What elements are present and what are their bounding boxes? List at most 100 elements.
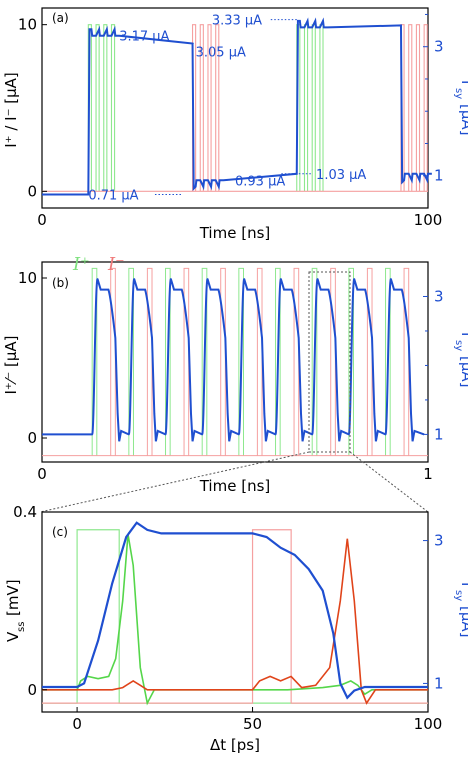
anno-label-4: 0.93 μA [235, 174, 285, 189]
b-im-pulse-7 [366, 267, 373, 456]
im-pulse-0-2 [207, 24, 212, 192]
b-im-pulse-4 [256, 267, 263, 456]
b-im-pulse-8 [403, 267, 410, 456]
b-ip-pulse-2 [165, 267, 171, 456]
im-pulse-1-1 [408, 24, 413, 192]
c-ytick-right-label-0: 1 [434, 674, 444, 692]
b-ip-pulse-3 [201, 267, 208, 456]
panel-a: 3.17 μA 3.05 μA 3.33 μA 0.71 μA 0.93 μA 1.03 … [2, 7, 468, 242]
ip-pulse-0-3 [110, 24, 116, 192]
b-ytick-label-0: 0 [27, 429, 37, 447]
ip-pulse-0-2 [103, 24, 108, 192]
c-ytick-label-1: 0.4 [13, 503, 37, 521]
zoom-connector-right [349, 451, 429, 513]
b-ip-pulse-0 [91, 267, 98, 456]
panel-a-annotations: 3.17 μA 3.05 μA 3.33 μA 0.71 μA 0.93 μA 1.03 … [88, 14, 366, 204]
b-im-pulse-5 [293, 267, 300, 456]
anno-label-0: 3.17 μA [119, 30, 169, 45]
ip-pulse-1-1 [303, 24, 309, 192]
panel-b-ylabel-right-main: I [458, 332, 468, 336]
panel-b-tag: (b) [52, 276, 69, 290]
a-xtick-label-1: 100 [414, 211, 443, 229]
b-xtick-label-1: 1 [423, 465, 433, 483]
b-ytick-right-label-1: 3 [434, 287, 444, 305]
panel-a-xlabel: Time [ns] [199, 224, 271, 242]
anno-label-5: 1.03 μA [316, 168, 366, 183]
b-ip-pulse-4 [238, 267, 244, 456]
b-im-pulse-3 [220, 267, 226, 456]
b-ip-pulse-1 [128, 267, 134, 456]
im-pulse-1-2 [415, 24, 421, 192]
im-pulse-0-1 [199, 24, 204, 192]
c-xtick-label-1: 50 [243, 715, 262, 733]
panel-c-ip-pulse [42, 529, 428, 704]
im-pulse-0-3 [215, 24, 220, 192]
panel-b-ylabel: I⁺⁄⁻ [μA] [2, 335, 20, 394]
panel-c-vss-red [42, 538, 428, 705]
b-im-pulse-1 [146, 267, 153, 456]
panel-a-ylabel-right-unit: [μA] [458, 104, 468, 136]
panel-b-im-series [42, 267, 428, 457]
panel-a-ylabel-right: I sy [μA] [453, 80, 468, 136]
panel-c-tag: (c) [52, 525, 68, 539]
panel-c-ylabel-right: I sy [μA] [453, 582, 468, 638]
legend-ip: I⁺ [72, 254, 90, 275]
anno-label-3: 0.71 μA [88, 188, 138, 203]
c-xtick-label-2: 100 [414, 715, 443, 733]
panel-a-isy-series [42, 17, 432, 196]
a-ytick-label-1: 10 [18, 16, 37, 34]
b-im-pulse-0 [110, 267, 116, 456]
panel-a-im-series [42, 24, 428, 192]
panel-b-ip-series [91, 267, 391, 456]
panel-c-ylabel-right-main: I [458, 582, 468, 586]
panel-c-frame [41, 511, 429, 713]
panel-c: (c) 0 50 100 0 0.4 1 3 Δt [ps] V ss [mV] I sy … [4, 503, 468, 754]
panel-a-ticks: 0 100 0 10 1 3 [18, 13, 444, 229]
panel-b-frame [41, 261, 429, 463]
c-ytick-label-0: 0 [27, 681, 37, 699]
ip-pulse-1-3 [319, 24, 324, 192]
panel-c-im-pulse [42, 529, 428, 704]
panel-b-ylabel-right: I sy [μA] [453, 332, 468, 388]
panel-c-isy-series [42, 521, 428, 700]
b-ytick-label-1: 10 [18, 269, 37, 287]
c-xtick-label-0: 0 [72, 715, 82, 733]
a-ytick-right-label-0: 1 [434, 167, 444, 185]
legend-im: I⁻ [107, 254, 125, 275]
anno-label-2: 3.33 μA [212, 14, 262, 29]
panel-b-xlabel: Time [ns] [199, 477, 271, 495]
im-pulse-1-3 [423, 24, 428, 192]
panel-c-ylabel-main: V [4, 631, 22, 642]
panel-a-tag: (a) [52, 11, 69, 25]
a-ytick-right-label-1: 3 [434, 38, 444, 56]
panel-c-ylabel-right-sub: sy [453, 590, 464, 601]
b-ip-pulse-8 [385, 267, 391, 456]
b-im-pulse-6 [330, 267, 336, 456]
zoom-box [308, 271, 351, 453]
b-ip-pulse-6 [311, 267, 318, 456]
b-im-pulse-2 [183, 267, 190, 456]
panel-a-ylabel-right-main: I [458, 80, 468, 84]
ip-pulse-0-1 [95, 24, 100, 192]
b-xtick-label-0: 0 [37, 465, 47, 483]
panel-a-ylabel: I⁺ / I⁻ [μA] [2, 72, 20, 148]
panel-a-frame [41, 7, 429, 209]
panel-c-ylabel: V ss [mV] [4, 579, 27, 642]
ip-pulse-1-2 [311, 24, 316, 192]
a-xtick-label-0: 0 [37, 211, 47, 229]
panel-b-ylabel-right-unit: [μA] [458, 356, 468, 388]
panel-c-ylabel-right-unit: [μA] [458, 606, 468, 638]
panel-c-ylabel-sub: ss [16, 622, 27, 632]
b-ytick-right-label-0: 1 [434, 425, 444, 443]
zoom-connector-left [39, 451, 310, 513]
panel-c-ylabel-unit: [mV] [4, 579, 22, 616]
b-ip-pulse-5 [275, 267, 281, 456]
panel-b-ylabel-right-sub: sy [453, 340, 464, 351]
panel-c-xlabel: Δt [ps] [210, 736, 260, 754]
panel-b-isy-series [42, 278, 425, 442]
b-ip-pulse-7 [348, 267, 355, 456]
c-ytick-right-label-1: 3 [434, 532, 444, 550]
